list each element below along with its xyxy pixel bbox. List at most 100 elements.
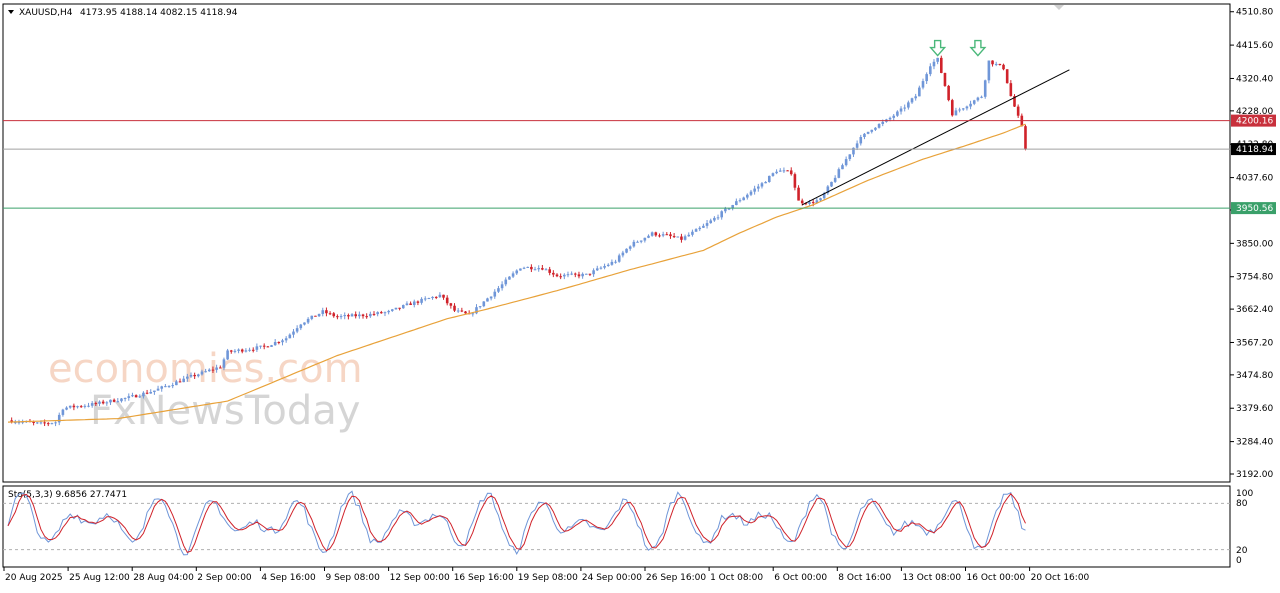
candle-body <box>358 314 361 317</box>
price-tick-label: 3474.80 <box>1236 371 1273 381</box>
candle-body <box>874 127 877 130</box>
candle-body <box>606 264 610 267</box>
time-tick-label: 24 Sep 00:00 <box>582 573 642 583</box>
candle-body <box>625 248 628 253</box>
price-tick-label: 3567.20 <box>1236 338 1273 348</box>
candle-body <box>844 159 848 166</box>
candle-body <box>354 314 357 317</box>
trendline[interactable] <box>801 69 1070 206</box>
candle-body <box>94 403 98 405</box>
candle-body <box>123 397 127 399</box>
candle-body <box>969 103 972 107</box>
candle-body <box>808 202 811 204</box>
time-tick-label: 4 Sep 16:00 <box>261 573 316 583</box>
candle-body <box>372 313 376 315</box>
candle-body <box>321 310 325 314</box>
candle-body <box>504 279 508 285</box>
candle-body <box>229 350 233 352</box>
candle-body <box>288 334 292 339</box>
candle-body <box>1005 69 1009 84</box>
candle-body <box>497 288 500 292</box>
candle-body <box>830 181 833 187</box>
candle-body <box>284 338 288 341</box>
candle-body <box>548 269 551 273</box>
candle-body <box>921 81 925 88</box>
candle-body <box>39 422 43 424</box>
candle-body <box>409 303 412 305</box>
candle-body <box>1016 106 1020 116</box>
candle-body <box>79 406 83 408</box>
symbol-label: XAUUSD,H4 <box>19 8 73 18</box>
candle-body <box>21 421 24 423</box>
scroll-marker-icon[interactable] <box>1054 5 1064 10</box>
candle-body <box>350 314 354 317</box>
candle-body <box>731 205 734 209</box>
candle-body <box>907 102 910 108</box>
candle-body <box>273 342 277 346</box>
candle-body <box>226 350 229 360</box>
candle-body <box>983 80 987 97</box>
candle-body <box>303 322 306 325</box>
candle-body <box>50 423 54 425</box>
candle-body <box>881 121 885 124</box>
candle-body <box>998 63 1002 65</box>
candle-body <box>171 385 174 387</box>
candle-body <box>90 403 94 406</box>
candle-body <box>537 268 540 270</box>
sto-scale-80: 80 <box>1236 499 1248 509</box>
time-tick-label: 16 Oct 00:00 <box>967 573 1026 583</box>
candle-body <box>218 367 222 369</box>
symbol-dropdown-icon[interactable] <box>8 10 14 14</box>
candle-body <box>262 345 266 347</box>
candle-body <box>43 422 46 424</box>
candle-body <box>826 186 830 194</box>
candle-body <box>489 296 493 299</box>
candle-body <box>841 165 844 170</box>
candle-body <box>292 331 295 335</box>
candle-body <box>961 108 965 110</box>
candle-body <box>918 87 921 97</box>
candle-body <box>478 306 482 308</box>
sto-scale-0: 0 <box>1236 556 1242 566</box>
candle-body <box>632 241 636 247</box>
candle-body <box>511 273 515 277</box>
candle-body <box>519 268 522 271</box>
resistance-level-label: 4200.16 <box>1236 117 1273 127</box>
price-tick-label: 3850.00 <box>1236 239 1273 249</box>
candle-body <box>698 227 702 230</box>
candle-body <box>32 421 35 423</box>
candle-body <box>767 175 771 183</box>
candle-body <box>797 187 800 201</box>
candle-body <box>109 399 112 403</box>
candle-body <box>833 177 837 182</box>
candle-body <box>987 60 991 81</box>
candle-body <box>746 194 749 198</box>
candle-body <box>164 386 167 388</box>
candle-body <box>544 269 548 271</box>
candle-body <box>310 315 314 319</box>
candle-body <box>215 367 218 370</box>
candle-body <box>530 266 533 270</box>
candle-body <box>295 328 299 332</box>
ohlc-label: 4173.95 4188.14 4082.15 4118.94 <box>80 8 238 18</box>
candle-body <box>182 378 185 383</box>
candle-body <box>387 310 390 313</box>
candle-body <box>702 225 705 228</box>
candle-body <box>306 318 310 323</box>
candle-body <box>116 401 120 403</box>
candle-body <box>526 266 530 268</box>
candle-body <box>61 409 65 415</box>
candle-body <box>775 171 778 174</box>
candle-body <box>522 267 526 269</box>
candle-body <box>888 117 892 120</box>
time-tick-label: 12 Sep 00:00 <box>390 573 450 583</box>
sto-label: Sto(5,3,3) 9.6856 27.7471 <box>8 490 127 500</box>
candle-body <box>877 123 881 128</box>
candle-body <box>35 422 39 424</box>
candle-body <box>178 381 182 383</box>
candle-body <box>617 255 621 262</box>
candle-body <box>120 398 123 402</box>
candle-body <box>281 340 284 343</box>
candle-body <box>482 301 486 307</box>
candle-body <box>972 100 976 104</box>
